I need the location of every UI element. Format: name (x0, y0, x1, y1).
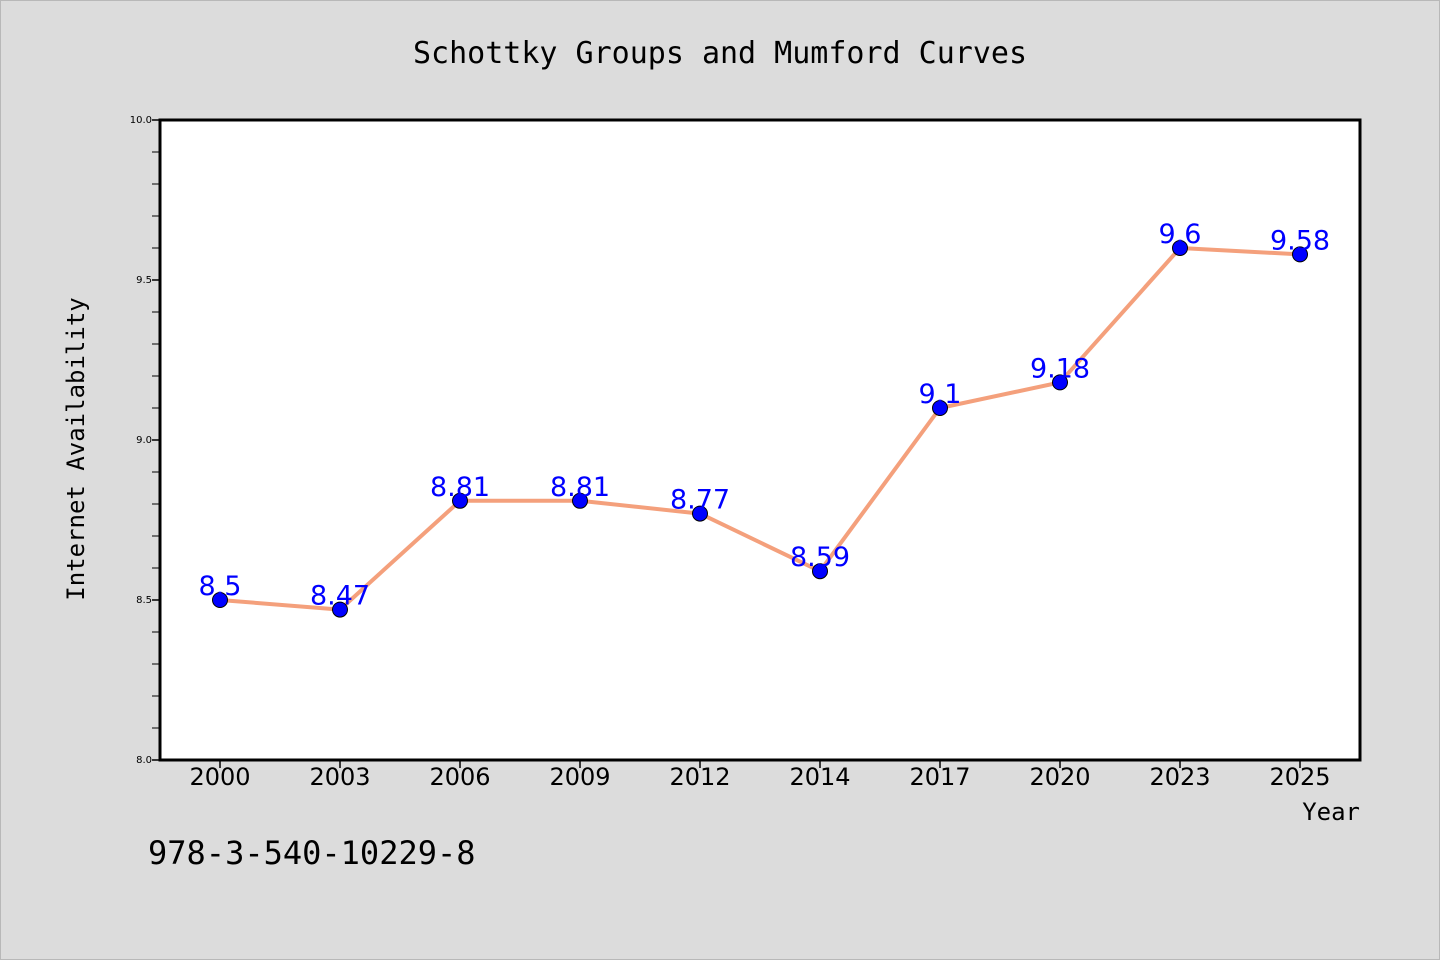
data-point (932, 400, 948, 416)
x-tick-label: 2020 (1029, 763, 1090, 791)
x-tick-label: 2009 (549, 763, 610, 791)
data-label: 8.59 (790, 542, 850, 573)
data-point (1292, 246, 1308, 263)
y-axis: 8.0 8.5 9.0 9.5 10.0 (130, 115, 160, 766)
data-label: 8.47 (310, 581, 370, 612)
data-label: 9.1 (919, 379, 962, 410)
data-point (452, 492, 468, 509)
data-label: 9.6 (1159, 219, 1202, 250)
data-point (212, 592, 228, 608)
data-label: 9.58 (1270, 225, 1330, 256)
data-label: 9.18 (1030, 353, 1090, 384)
x-tick-label: 2006 (429, 763, 490, 791)
y-tick-label: 10.0 (130, 115, 152, 126)
data-point (692, 505, 708, 522)
x-tick-label: 2000 (189, 763, 250, 791)
data-label: 8.81 (430, 472, 490, 503)
data-label: 8.5 (199, 571, 242, 602)
chart-title: Schottky Groups and Mumford Curves (413, 36, 1027, 71)
x-tick-label: 2012 (669, 763, 730, 791)
x-tick-label: 2023 (1149, 763, 1210, 791)
series-line (218, 246, 1302, 612)
y-tick-label: 8.5 (136, 595, 152, 606)
data-point (1052, 374, 1068, 391)
series-layer: 8.5 8.47 8.81 8.81 8.77 8.59 9.1 9.18 9.6 9.58 (199, 219, 1330, 618)
x-axis-title: Year (1302, 798, 1360, 826)
x-tick-label: 2014 (789, 763, 850, 791)
x-tick-label: 2003 (309, 763, 370, 791)
data-point (1172, 240, 1188, 256)
x-tick-label: 2025 (1269, 763, 1330, 791)
data-point (812, 563, 828, 580)
y-tick-label: 9.5 (136, 275, 152, 286)
y-tick-label: 8.0 (136, 755, 152, 766)
data-point (572, 492, 588, 509)
data-label: 8.77 (670, 485, 730, 516)
x-tick-label: 2017 (909, 763, 970, 791)
plot-border (158, 118, 1362, 762)
footnote-isbn: 978-3-540-10229-8 (148, 834, 476, 872)
data-point (332, 601, 348, 618)
plot-area (160, 120, 1360, 760)
data-label: 8.81 (550, 472, 610, 503)
x-axis: 2000 2003 2006 2009 2012 2014 2017 2020 2023 2025 (189, 760, 1331, 791)
y-axis-title: Internet Availability (62, 297, 90, 600)
y-tick-label: 9.0 (136, 435, 152, 446)
